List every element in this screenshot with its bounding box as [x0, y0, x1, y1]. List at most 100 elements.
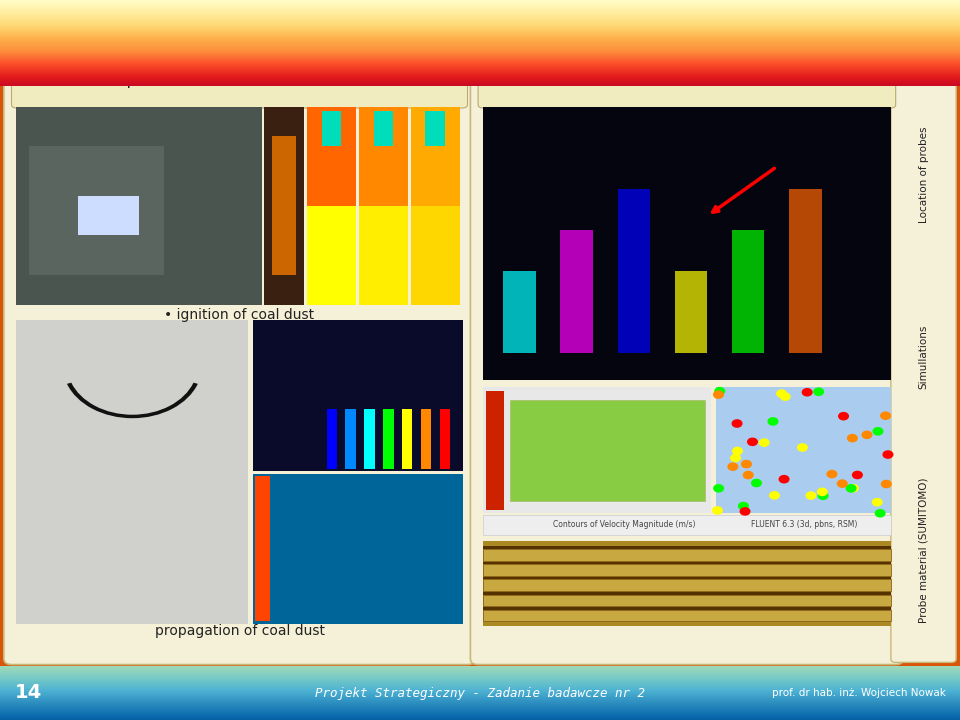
Text: 14: 14 [14, 683, 41, 703]
Circle shape [818, 492, 828, 500]
Circle shape [748, 438, 757, 446]
Bar [483, 610, 891, 621]
Bar [402, 409, 413, 469]
Bar [253, 320, 463, 471]
Bar [359, 206, 408, 305]
Bar [264, 107, 304, 305]
Circle shape [715, 387, 725, 395]
Circle shape [732, 420, 742, 427]
Bar [503, 271, 536, 353]
Bar [322, 111, 341, 146]
Bar [483, 107, 891, 380]
Bar [383, 409, 394, 469]
Bar [675, 271, 708, 353]
Bar [253, 474, 463, 624]
Bar [326, 409, 337, 469]
Bar [483, 515, 891, 535]
Text: Projekt Strategiczny - Zadanie badawcze nr 2: Projekt Strategiczny - Zadanie badawcze … [315, 686, 645, 700]
Circle shape [852, 472, 862, 479]
Bar [364, 409, 374, 469]
Circle shape [818, 488, 828, 495]
Circle shape [873, 499, 882, 506]
Circle shape [752, 480, 761, 487]
Bar [16, 320, 249, 624]
Circle shape [728, 463, 737, 470]
Bar [511, 400, 705, 501]
Text: Experimental validation of models: Experimental validation of models [108, 73, 371, 89]
Bar [78, 196, 139, 235]
Text: Corrosion tests in a 154 MWt CFB boiler: Corrosion tests in a 154 MWt CFB boiler [541, 73, 832, 89]
Bar [373, 111, 394, 146]
Bar [716, 387, 891, 513]
Bar [483, 580, 891, 591]
Text: Location of probes: Location of probes [919, 127, 928, 223]
Circle shape [743, 472, 753, 479]
Circle shape [803, 389, 812, 396]
Circle shape [814, 388, 824, 395]
Circle shape [849, 485, 858, 492]
Circle shape [839, 413, 849, 420]
FancyBboxPatch shape [12, 54, 468, 108]
FancyBboxPatch shape [891, 50, 956, 662]
Bar [483, 592, 891, 595]
Bar [483, 549, 891, 561]
Bar [483, 562, 891, 564]
Circle shape [770, 492, 780, 499]
Bar [486, 391, 504, 510]
Bar [420, 409, 431, 469]
Circle shape [780, 476, 789, 483]
Bar [483, 546, 891, 549]
Circle shape [798, 444, 807, 451]
Bar [617, 189, 650, 353]
Circle shape [738, 503, 748, 510]
Circle shape [713, 391, 723, 398]
Bar [29, 146, 163, 275]
Circle shape [883, 451, 893, 458]
Bar [425, 111, 445, 146]
Bar [483, 541, 891, 626]
Bar [16, 107, 262, 305]
Circle shape [777, 390, 786, 397]
Bar [483, 577, 891, 580]
Circle shape [768, 418, 778, 425]
Text: prof. dr hab. inż. Wojciech Nowak: prof. dr hab. inż. Wojciech Nowak [772, 688, 946, 698]
Text: Probe material (SUMITOMO): Probe material (SUMITOMO) [919, 477, 928, 623]
Bar [561, 230, 593, 353]
Circle shape [806, 492, 816, 499]
FancyBboxPatch shape [478, 54, 896, 108]
FancyBboxPatch shape [4, 48, 475, 665]
Circle shape [880, 412, 890, 419]
Bar [483, 595, 891, 606]
Wedge shape [67, 382, 198, 418]
Bar [307, 107, 356, 305]
Bar [411, 107, 460, 305]
Bar [411, 206, 460, 305]
Circle shape [740, 508, 750, 515]
Circle shape [780, 393, 790, 400]
Bar [307, 206, 356, 305]
Circle shape [732, 447, 742, 454]
Circle shape [742, 461, 752, 468]
Bar [789, 189, 822, 353]
Circle shape [714, 485, 724, 492]
Text: propagation of coal dust: propagation of coal dust [155, 624, 324, 639]
Bar [346, 409, 356, 469]
Bar [483, 564, 891, 576]
Circle shape [731, 454, 740, 462]
Circle shape [848, 435, 857, 442]
Bar [483, 607, 891, 610]
Text: Simullations: Simullations [919, 324, 928, 389]
Bar [440, 409, 450, 469]
Bar [359, 107, 408, 305]
Bar [255, 477, 270, 621]
Text: FLUENT 6.3 (3d, pbns, RSM): FLUENT 6.3 (3d, pbns, RSM) [751, 521, 857, 529]
Bar [272, 136, 296, 275]
Circle shape [712, 507, 722, 514]
Text: Research process: Research process [277, 42, 625, 80]
Circle shape [847, 485, 856, 492]
FancyBboxPatch shape [470, 48, 903, 665]
Circle shape [876, 510, 885, 517]
Circle shape [862, 431, 872, 438]
Circle shape [828, 470, 837, 477]
Circle shape [837, 480, 847, 487]
